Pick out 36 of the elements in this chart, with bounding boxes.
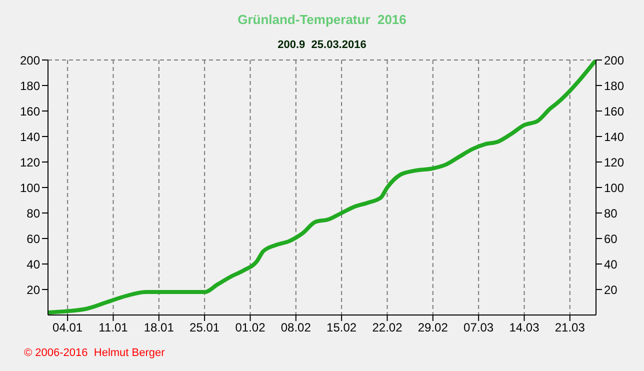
x-tick-label: 15.02 (326, 320, 357, 335)
y2-tick-label: 100 (604, 180, 624, 195)
x-tick-label: 01.02 (235, 320, 266, 335)
y-tick-label: 120 (20, 155, 40, 170)
x-tick-label: 29.02 (418, 320, 448, 335)
y-tick-label: 200 (20, 53, 40, 68)
y-tick-label: 100 (20, 180, 40, 195)
y2-tick-label: 140 (604, 130, 624, 144)
x-tick-label: 18.01 (144, 320, 174, 335)
y-tick-label: 60 (26, 232, 40, 246)
y2-tick-label: 160 (604, 104, 624, 118)
y-tick-label: 140 (20, 130, 40, 144)
chart-title: Grünland-Temperatur 2016 (236, 12, 408, 27)
x-tick-label: 08.02 (280, 320, 312, 335)
y-tick-label: 180 (20, 78, 40, 93)
y2-tick-label: 120 (604, 155, 624, 170)
y2-tick-label: 180 (604, 78, 624, 93)
x-tick-label: 11.01 (98, 320, 128, 335)
y2-tick-label: 20 (604, 282, 618, 297)
x-tick-label: 25.01 (190, 320, 220, 335)
y2-tick-label: 200 (604, 53, 624, 68)
y2-tick-label: 60 (604, 232, 618, 246)
text: © 2006-2016 Helmut Berger (24, 347, 165, 359)
y-tick-label: 40 (26, 257, 40, 272)
chart-subtitle: 200.9 25.03.2016 (276, 39, 368, 51)
y-tick-label: 80 (26, 206, 40, 220)
line-series (48, 60, 596, 314)
y2-tick-label: 40 (604, 257, 618, 272)
x-tick-label: 21.03 (554, 320, 586, 335)
x-tick-label: 04.01 (52, 320, 83, 335)
y2-tick-label: 80 (604, 206, 618, 220)
x-tick-label: 22.02 (372, 320, 403, 335)
y-tick-label: 20 (26, 282, 40, 297)
x-tick-label: 07.03 (464, 320, 494, 335)
y-tick-label: 160 (20, 104, 40, 118)
x-tick-label: 14.03 (509, 320, 540, 335)
